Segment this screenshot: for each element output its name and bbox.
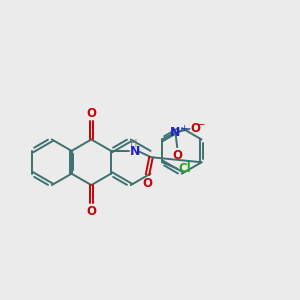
Text: O: O: [190, 122, 200, 136]
Text: +: +: [180, 124, 188, 133]
Text: Cl: Cl: [178, 162, 190, 175]
Text: N: N: [170, 126, 181, 139]
Text: O: O: [86, 205, 96, 218]
Text: −: −: [196, 121, 205, 130]
Text: O: O: [172, 149, 182, 162]
Text: H: H: [130, 140, 137, 149]
Text: N: N: [130, 145, 140, 158]
Text: O: O: [142, 177, 152, 190]
Text: O: O: [86, 107, 96, 120]
